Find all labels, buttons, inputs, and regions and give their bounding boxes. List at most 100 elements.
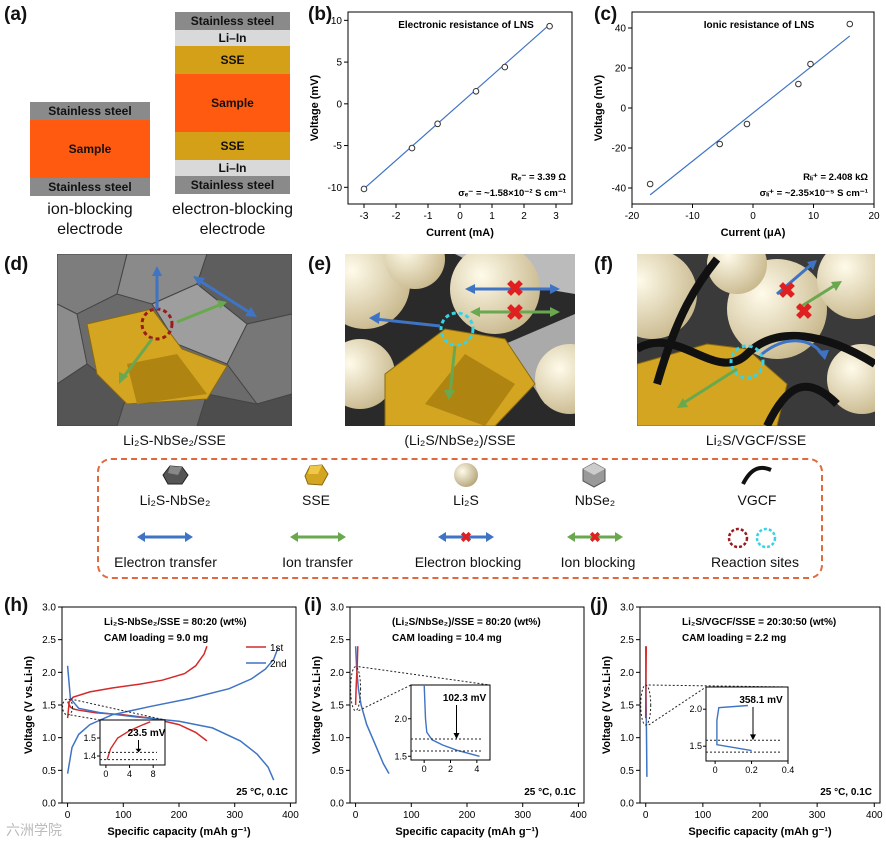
ion-blocking-caption: ion-blocking electrode	[20, 200, 160, 240]
y-tick-label: 2.0	[42, 668, 56, 679]
y-tick-label: 2.5	[330, 635, 344, 646]
scene-f: ✖ ✖	[637, 254, 875, 426]
stack-layer: Stainless steel	[175, 176, 290, 194]
y-tick-label: 0.0	[42, 799, 56, 810]
nbse2-icon	[582, 462, 606, 488]
ion-blocking-electrode: Stainless steel Sample Stainless steel	[30, 102, 150, 196]
data-point	[846, 20, 854, 28]
data-point	[408, 144, 416, 152]
y-tick-label: 2.0	[620, 668, 634, 679]
block-mark: ✖	[778, 278, 796, 303]
x-tick-label: 200	[171, 810, 188, 821]
y-tick-label: 1.5	[620, 701, 634, 712]
x-tick-label: 20	[868, 211, 880, 222]
chart-subtitle: CAM loading = 2.2 mg	[682, 633, 786, 644]
x-tick-label: 200	[459, 810, 476, 821]
legend-box	[97, 458, 823, 579]
stack-layer: Stainless steel	[175, 12, 290, 30]
x-tick-label: 0	[750, 211, 756, 222]
data-point	[646, 180, 654, 188]
inset-y-tick-label: 1.5	[689, 741, 702, 751]
zoom-guide	[648, 686, 707, 726]
x-tick-label: 400	[866, 810, 883, 821]
x-tick-label: 300	[226, 810, 243, 821]
caption-line: electrode	[57, 221, 123, 238]
data-point	[743, 120, 751, 128]
inset-series-line	[716, 704, 752, 752]
y-tick-label: 3.0	[620, 603, 634, 614]
stack-layer: Sample	[30, 120, 150, 178]
y-tick-label: 0.5	[42, 766, 56, 777]
vgcf-icon	[741, 465, 772, 485]
x-tick-label: 0	[643, 810, 649, 821]
condition-label: 25 °C, 0.1C	[236, 787, 288, 798]
x-tick-label: 100	[403, 810, 420, 821]
reaction-site-marker	[439, 311, 475, 347]
chart-subtitle: CAM loading = 9.0 mg	[104, 633, 208, 644]
x-axis-label: Specific capacity (mAh g⁻¹)	[688, 826, 832, 838]
y-tick-label: 0	[336, 99, 342, 110]
stack-layer: Stainless steel	[30, 102, 150, 120]
panel-label-e: (e)	[308, 254, 332, 275]
stack-layer: Sample	[175, 74, 290, 132]
x-tick-label: 2	[521, 211, 527, 222]
inset-y-tick-label: 1.4	[83, 751, 96, 761]
watermark: 六洲学院	[6, 822, 62, 838]
panel-label-b: (b)	[308, 4, 333, 25]
data-point	[546, 22, 553, 30]
stack-layer: Li–In	[175, 160, 290, 176]
x-axis-label: Specific capacity (mAh g⁻¹)	[395, 826, 539, 838]
y-tick-label: 2.0	[330, 668, 344, 679]
zoom-ellipse	[350, 666, 362, 712]
y-tick-label: 0	[620, 104, 626, 115]
stack-layer: Li–In	[175, 30, 290, 46]
stack-layer: Stainless steel	[30, 178, 150, 196]
y-tick-label: 2.5	[42, 635, 56, 646]
x-tick-label: 300	[514, 810, 531, 821]
data-point	[716, 140, 724, 148]
zoom-guide	[70, 698, 166, 721]
ion-transfer-icon	[290, 532, 346, 542]
x-tick-label: 100	[695, 810, 712, 821]
x-tick-label: 100	[115, 810, 132, 821]
series-line	[66, 665, 275, 781]
chart-title: (Li₂S/NbSe₂)/SSE = 80:20 (wt%)	[392, 617, 541, 628]
resistance-annotation: Rₑ⁻ = 3.39 Ω	[511, 172, 566, 183]
series-line	[354, 646, 390, 774]
series-line	[66, 647, 279, 774]
series-line	[66, 645, 208, 719]
x-tick-label: -1	[424, 211, 433, 222]
li2s-nbse2-icon	[162, 465, 189, 485]
scene-e: ✖ ✖	[345, 254, 575, 426]
panel-label-j: (j)	[590, 595, 608, 616]
scene-d	[57, 254, 292, 426]
inset-x-tick-label: 4	[474, 764, 479, 774]
x-tick-label: -2	[392, 211, 401, 222]
y-tick-label: 3.0	[330, 603, 344, 614]
x-tick-label: 0	[457, 211, 463, 222]
inset-frame	[99, 719, 166, 766]
caption-line: electrode	[199, 221, 266, 238]
panel-label-f: (f)	[594, 254, 613, 275]
x-axis-label: Specific capacity (mAh g⁻¹)	[107, 826, 251, 838]
inset-gap-value: 23.5 mV	[128, 728, 166, 739]
y-tick-label: 0.0	[620, 799, 634, 810]
series-line	[644, 646, 648, 719]
sse-icon	[304, 464, 329, 486]
caption-line: ion-blocking	[47, 201, 133, 218]
y-axis-label: Voltage (V vs.Li-In)	[311, 656, 323, 755]
legend-label-reaction-sites: Reaction sites	[711, 554, 799, 570]
inset-gap-value: 358.1 mV	[739, 695, 783, 706]
block-mark: ✖	[795, 299, 813, 324]
chart-i: 0 100 200 300 400 0.0 0.5 1.0 1.5 2.0 2.5 3.0 Specif…	[311, 603, 587, 839]
scene-f-caption: Li₂S/VGCF/SSE	[705, 432, 807, 448]
chart-title: Ionic resistance of LNS	[704, 20, 815, 31]
inset-y-tick-label: 2.0	[394, 714, 407, 724]
legend-label-li2s-nbse2: Li₂S-NbSe₂	[139, 492, 211, 508]
electron-blocking-icon: ✖	[438, 529, 494, 545]
li2s-icon	[454, 463, 478, 487]
y-tick-label: 3.0	[42, 603, 56, 614]
legend-label-electron-blocking: Electron blocking	[414, 554, 522, 570]
x-tick-label: 400	[570, 810, 587, 821]
y-tick-label: -5	[333, 141, 342, 152]
